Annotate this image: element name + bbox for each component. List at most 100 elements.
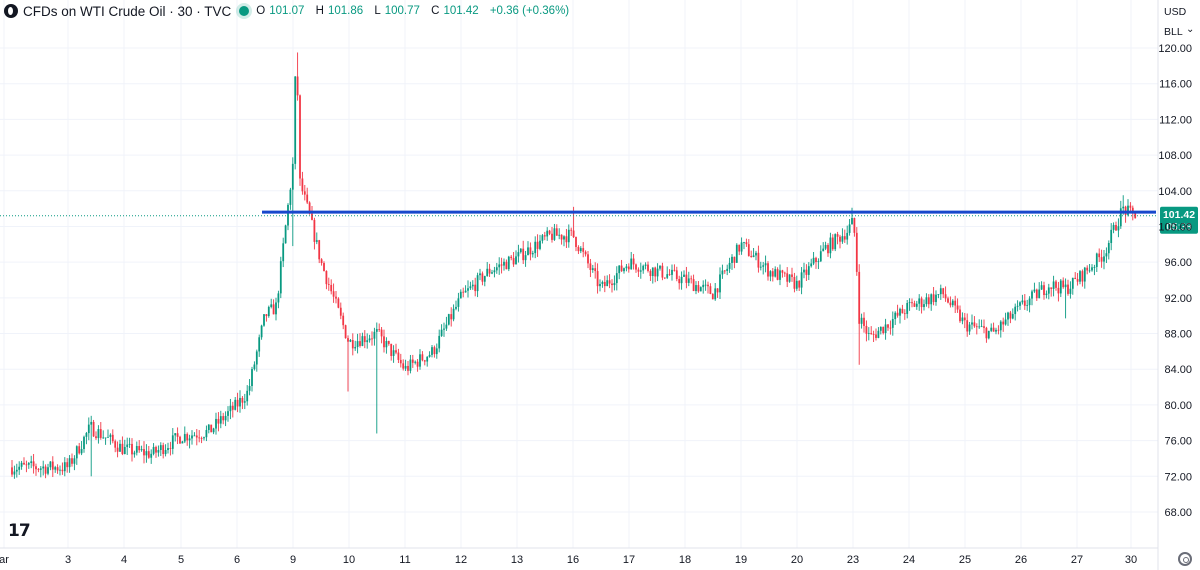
candle-body (215, 418, 217, 429)
candle-body (97, 429, 100, 439)
candle-body (447, 314, 450, 325)
candle-body (623, 268, 625, 272)
candle-body (111, 434, 114, 442)
candle-body (575, 237, 577, 247)
gear-icon[interactable] (1178, 552, 1192, 566)
candle-body (68, 458, 71, 468)
tradingview-logo[interactable]: 17 (8, 521, 31, 541)
candle-body (157, 449, 160, 453)
candle-body (263, 314, 265, 326)
candle-body (755, 252, 757, 256)
candle-body (668, 274, 671, 275)
candle-body (908, 302, 911, 304)
candle-body (903, 313, 906, 315)
candle-body (515, 256, 517, 265)
candle-body (860, 317, 863, 324)
candle-body (114, 441, 117, 448)
candle-body (25, 464, 28, 466)
candle-body (877, 330, 880, 338)
candle-body (414, 361, 417, 363)
candle-body (978, 326, 981, 328)
candle-body (1067, 284, 1069, 294)
candle-body (1059, 280, 1062, 294)
x-tick-label: 9 (290, 554, 296, 566)
symbol-title[interactable]: CFDs on WTI Crude Oil · 30 · TVC (23, 3, 232, 19)
candle-body (735, 244, 738, 263)
candle-body (723, 270, 726, 272)
candle-body (212, 428, 215, 433)
candle-body (20, 462, 23, 467)
candle-body (128, 443, 131, 445)
candle-body (716, 288, 719, 293)
candle-body (507, 256, 510, 270)
currency-selector[interactable]: USD (1164, 6, 1194, 18)
candle-body (42, 466, 45, 469)
candle-body (980, 326, 983, 328)
candle-body (390, 343, 393, 356)
candle-body (164, 450, 167, 455)
candle-body (467, 288, 469, 291)
candle-body (459, 291, 462, 299)
candle-body (457, 298, 460, 307)
unit-selector[interactable]: BLL ⌄ (1164, 24, 1194, 38)
candle-body (591, 268, 594, 270)
candle-body (803, 269, 805, 273)
candle-body (807, 266, 810, 275)
candle-body (695, 285, 697, 292)
candle-body (267, 306, 270, 317)
candle-body (793, 276, 796, 289)
candle-body (635, 264, 637, 270)
candle-body (1115, 224, 1117, 231)
candle-body (947, 298, 949, 303)
candle-body (678, 279, 681, 284)
y-tick-label: 100.00 (1158, 221, 1192, 233)
candle-body (1052, 281, 1055, 289)
x-tick-label: 19 (735, 554, 747, 566)
candle-body (335, 296, 337, 299)
candle-body (339, 307, 342, 316)
x-tick-label: 27 (1071, 554, 1083, 566)
candle-body (13, 471, 16, 475)
candle-body (935, 294, 937, 303)
candle-body (867, 333, 870, 334)
x-tick-label: 16 (567, 554, 579, 566)
candle-body (248, 386, 251, 391)
candle-body (1011, 314, 1014, 319)
candle-body (558, 234, 561, 236)
candle-body (685, 274, 688, 283)
candle-body (438, 335, 441, 349)
candle-body (846, 232, 849, 240)
candle-body (599, 283, 601, 287)
candle-body (15, 469, 18, 472)
candle-body (771, 271, 774, 277)
candle-body (140, 449, 143, 451)
x-tick-label: 4 (121, 554, 127, 566)
candle-body (387, 341, 390, 344)
candle-body (301, 178, 304, 192)
candle-body (800, 272, 803, 288)
candle-body (848, 224, 851, 233)
candle-body (313, 219, 316, 242)
candle-body (1035, 289, 1038, 299)
x-tick-label: 5 (178, 554, 184, 566)
y-tick-label: 96.00 (1164, 257, 1192, 269)
candle-body (915, 303, 918, 307)
candle-body (699, 287, 702, 292)
candle-body (913, 303, 916, 307)
candle-body (788, 274, 791, 282)
candle-body (1134, 212, 1137, 219)
candle-body (899, 308, 901, 316)
candle-body (505, 261, 508, 270)
candle-body (183, 434, 186, 442)
candle-body (726, 268, 729, 271)
candle-body (781, 270, 784, 273)
candle-body (951, 300, 954, 306)
candle-body (440, 329, 443, 336)
candle-body (510, 256, 513, 259)
candle-body (383, 336, 385, 348)
high-label: H (315, 5, 324, 17)
candle-body (671, 269, 673, 275)
candle-body (419, 354, 421, 367)
candle-body (272, 304, 275, 315)
